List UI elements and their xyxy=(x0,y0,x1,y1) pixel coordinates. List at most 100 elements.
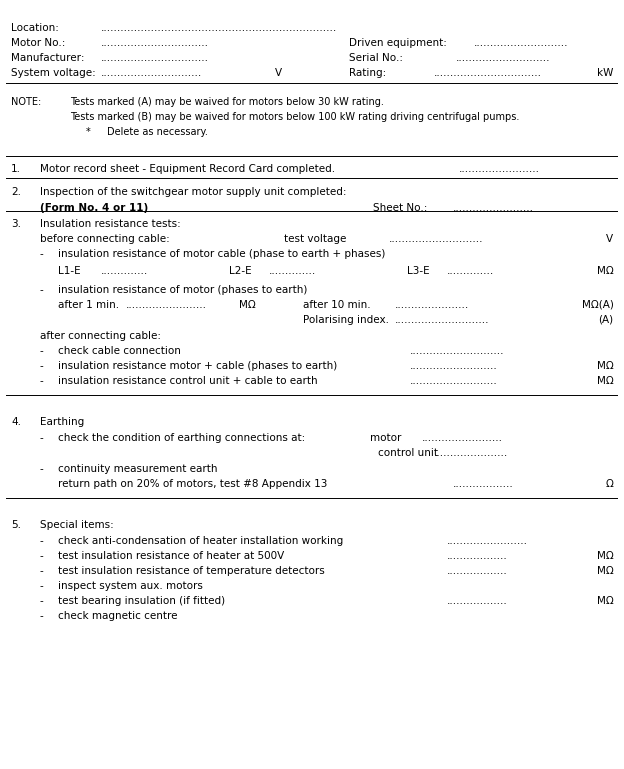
Text: -: - xyxy=(40,611,44,621)
Text: after connecting cable:: after connecting cable: xyxy=(40,331,161,341)
Text: after 1 min.: after 1 min. xyxy=(58,300,119,310)
Text: Motor No.:: Motor No.: xyxy=(11,38,66,48)
Text: ........................: ........................ xyxy=(422,433,503,443)
Text: -: - xyxy=(40,346,44,356)
Text: check the condition of earthing connections at:: check the condition of earthing connecti… xyxy=(58,433,306,443)
Text: test bearing insulation (if fitted): test bearing insulation (if fitted) xyxy=(58,596,225,606)
Text: insulation resistance control unit + cable to earth: insulation resistance control unit + cab… xyxy=(58,376,318,386)
Text: ........................: ........................ xyxy=(459,165,540,175)
Text: ......................................................................: ........................................… xyxy=(101,23,338,33)
Text: MΩ(A): MΩ(A) xyxy=(582,300,613,310)
Text: Special items:: Special items: xyxy=(40,520,114,530)
Text: -: - xyxy=(40,464,44,474)
Text: -: - xyxy=(40,551,44,561)
Text: 4.: 4. xyxy=(11,417,21,427)
Text: ......................: ...................... xyxy=(434,448,509,458)
Text: L3-E: L3-E xyxy=(407,266,429,276)
Text: kW: kW xyxy=(597,68,613,78)
Text: V: V xyxy=(275,68,283,78)
Text: Sheet No.:: Sheet No.: xyxy=(373,203,427,213)
Text: test voltage: test voltage xyxy=(285,235,347,245)
Text: -: - xyxy=(40,285,44,295)
Text: -: - xyxy=(40,536,44,546)
Text: ..................: .................. xyxy=(447,551,507,561)
Text: check anti-condensation of heater installation working: check anti-condensation of heater instal… xyxy=(58,536,343,546)
Text: insulation resistance of motor cable (phase to earth + phases): insulation resistance of motor cable (ph… xyxy=(58,249,386,259)
Text: MΩ: MΩ xyxy=(597,566,613,576)
Text: ............................: ............................ xyxy=(456,53,550,63)
Text: (A): (A) xyxy=(598,315,613,325)
Text: MΩ: MΩ xyxy=(597,551,613,561)
Text: Driven equipment:: Driven equipment: xyxy=(349,38,447,48)
Text: ..............: .............. xyxy=(447,266,494,276)
Text: MΩ: MΩ xyxy=(597,361,613,371)
Text: ............................: ............................ xyxy=(474,38,568,48)
Text: ..............: .............. xyxy=(101,266,149,276)
Text: System voltage:: System voltage: xyxy=(11,68,96,78)
Text: Tests marked (B) may be waived for motors below 100 kW rating driving centrifuga: Tests marked (B) may be waived for motor… xyxy=(71,112,520,122)
Text: ................................: ................................ xyxy=(101,53,209,63)
Text: check magnetic centre: check magnetic centre xyxy=(58,611,178,621)
Text: MΩ: MΩ xyxy=(597,596,613,606)
Text: Insulation resistance tests:: Insulation resistance tests: xyxy=(40,219,180,229)
Text: test insulation resistance of temperature detectors: test insulation resistance of temperatur… xyxy=(58,566,325,576)
Text: ..............................: .............................. xyxy=(101,68,202,78)
Text: Serial No.:: Serial No.: xyxy=(349,53,402,63)
Text: -: - xyxy=(40,566,44,576)
Text: ..........................: .......................... xyxy=(410,361,497,371)
Text: -: - xyxy=(40,596,44,606)
Text: motor: motor xyxy=(370,433,401,443)
Text: before connecting cable:: before connecting cable: xyxy=(40,235,170,245)
Text: ........................: ........................ xyxy=(452,203,534,213)
Text: ..............: .............. xyxy=(269,266,316,276)
Text: *: * xyxy=(85,127,90,137)
Text: -: - xyxy=(40,433,44,443)
Text: ..................: .................. xyxy=(447,596,507,606)
Text: 2.: 2. xyxy=(11,187,21,197)
Text: ............................: ............................ xyxy=(394,315,489,325)
Text: ..................: .................. xyxy=(447,566,507,576)
Text: control unit: control unit xyxy=(378,448,438,458)
Text: -: - xyxy=(40,249,44,259)
Text: test insulation resistance of heater at 500V: test insulation resistance of heater at … xyxy=(58,551,285,561)
Text: -: - xyxy=(40,376,44,386)
Text: -: - xyxy=(40,361,44,371)
Text: inspect system aux. motors: inspect system aux. motors xyxy=(58,581,203,591)
Text: ........................: ........................ xyxy=(125,300,207,310)
Text: Motor record sheet - Equipment Record Card completed.: Motor record sheet - Equipment Record Ca… xyxy=(40,165,335,175)
Text: Ω: Ω xyxy=(606,479,613,489)
Text: ..................: .................. xyxy=(452,479,514,489)
Text: L2-E: L2-E xyxy=(230,266,252,276)
Text: ..........................: .......................... xyxy=(410,376,497,386)
Text: NOTE:: NOTE: xyxy=(11,97,41,107)
Text: V: V xyxy=(607,235,613,245)
Text: ............................: ............................ xyxy=(388,235,483,245)
Text: ............................: ............................ xyxy=(410,346,504,356)
Text: after 10 min.: after 10 min. xyxy=(303,300,371,310)
Text: Tests marked (A) may be waived for motors below 30 kW rating.: Tests marked (A) may be waived for motor… xyxy=(71,97,384,107)
Text: -: - xyxy=(40,581,44,591)
Text: ................................: ................................ xyxy=(434,68,542,78)
Text: 5.: 5. xyxy=(11,520,21,530)
Text: Manufacturer:: Manufacturer: xyxy=(11,53,85,63)
Text: Polarising index.: Polarising index. xyxy=(303,315,389,325)
Text: Inspection of the switchgear motor supply unit completed:: Inspection of the switchgear motor suppl… xyxy=(40,187,346,197)
Text: check cable connection: check cable connection xyxy=(58,346,181,356)
Text: ................................: ................................ xyxy=(101,38,209,48)
Text: Rating:: Rating: xyxy=(349,68,386,78)
Text: insulation resistance motor + cable (phases to earth): insulation resistance motor + cable (pha… xyxy=(58,361,338,371)
Text: MΩ: MΩ xyxy=(597,376,613,386)
Text: insulation resistance of motor (phases to earth): insulation resistance of motor (phases t… xyxy=(58,285,308,295)
Text: Location:: Location: xyxy=(11,23,59,33)
Text: 3.: 3. xyxy=(11,219,21,229)
Text: Earthing: Earthing xyxy=(40,417,84,427)
Text: L1-E: L1-E xyxy=(58,266,81,276)
Text: ......................: ...................... xyxy=(394,300,469,310)
Text: ........................: ........................ xyxy=(447,536,527,546)
Text: MΩ: MΩ xyxy=(597,266,613,276)
Text: return path on 20% of motors, test #8 Appendix 13: return path on 20% of motors, test #8 Ap… xyxy=(58,479,328,489)
Text: MΩ: MΩ xyxy=(238,300,255,310)
Text: (Form No. 4 or 11): (Form No. 4 or 11) xyxy=(40,203,148,213)
Text: Delete as necessary.: Delete as necessary. xyxy=(107,127,208,137)
Text: 1.: 1. xyxy=(11,165,21,175)
